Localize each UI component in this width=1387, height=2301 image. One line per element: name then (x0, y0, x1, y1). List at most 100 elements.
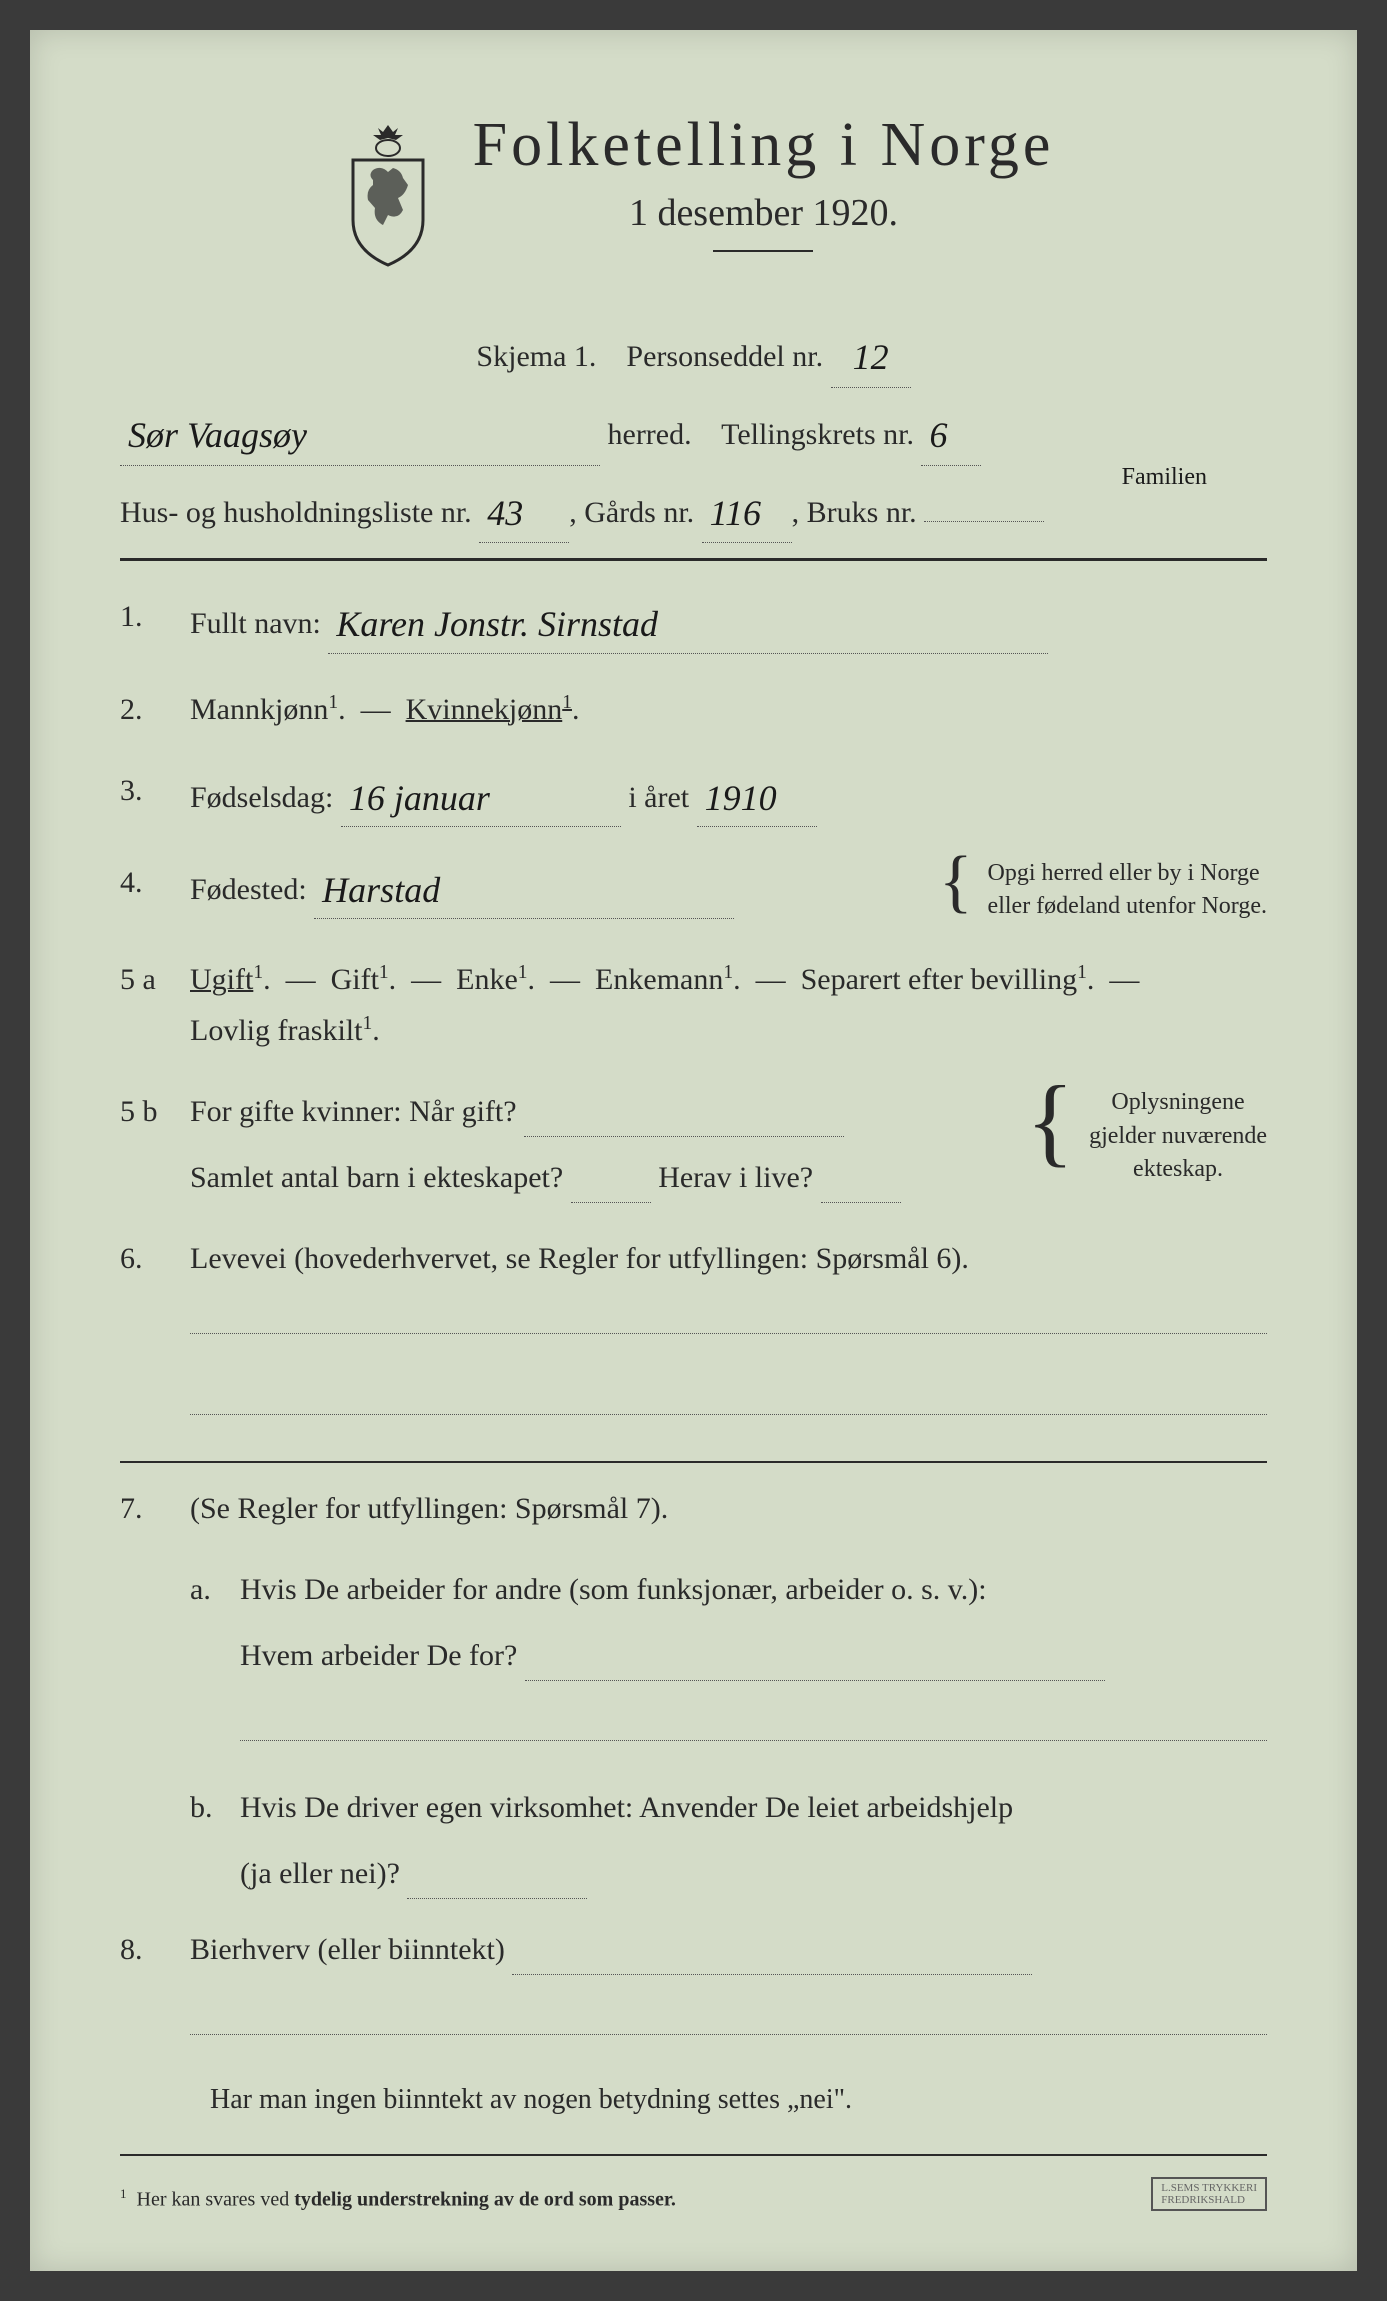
coat-of-arms (333, 120, 443, 270)
q5a-ugift: Ugift (190, 963, 253, 996)
title-block: Folketelling i Norge 1 desember 1920. (473, 110, 1055, 282)
section-divider-2 (120, 1461, 1267, 1463)
q5b-label1: For gifte kvinner: Når gift? (190, 1095, 517, 1128)
q7a-letter: a. (190, 1564, 240, 1757)
census-form-page: Folketelling i Norge 1 desember 1920. Sk… (30, 30, 1357, 2271)
q1-label: Fullt navn: (190, 607, 321, 640)
q4-note: Opgi herred eller by i Norge eller fødel… (988, 857, 1267, 924)
q3-body: Fødselsdag: 16 januar i året 1910 (190, 765, 1267, 827)
q6-label: Levevei (hovederhvervet, se Regler for u… (190, 1242, 969, 1275)
q1-num: 1. (120, 591, 190, 653)
question-4: 4. Fødested: Harstad { Opgi herred eller… (120, 857, 1267, 924)
q5b-note-3: ekteskap. (1089, 1153, 1267, 1187)
question-7a: a. Hvis De arbeider for andre (som funks… (120, 1564, 1267, 1757)
q3-num: 3. (120, 765, 190, 827)
q1-body: Fullt navn: Karen Jonstr. Sirnstad (190, 591, 1267, 653)
question-7: 7. (Se Regler for utfyllingen: Spørsmål … (120, 1483, 1267, 1534)
skjema-line: Skjema 1. Personseddel nr. 12 (120, 322, 1267, 388)
question-5a: 5 a Ugift1. — Gift1. — Enke1. — Enkemann… (120, 954, 1267, 1056)
q5a-separert: Separert efter bevilling (801, 963, 1078, 996)
q5a-enke: Enke (456, 963, 518, 996)
herred-value: Sør Vaagsøy (128, 415, 307, 455)
q5a-gift: Gift (331, 963, 379, 996)
question-7b: b. Hvis De driver egen virksomhet: Anven… (120, 1782, 1267, 1899)
q7b-line2: (ja eller nei)? (240, 1857, 400, 1890)
q4-num: 4. (120, 857, 190, 924)
q8-body: Bierhverv (eller biinntekt) Har man inge… (190, 1924, 1267, 2124)
q7-num: 7. (120, 1483, 190, 1534)
q7-body: (Se Regler for utfyllingen: Spørsmål 7). (190, 1483, 1267, 1534)
hus-value: 43 (487, 493, 523, 533)
q2-num: 2. (120, 684, 190, 735)
q8-num: 8. (120, 1924, 190, 2124)
question-5b: 5 b For gifte kvinner: Når gift? Samlet … (120, 1086, 1267, 1203)
q5a-num: 5 a (120, 954, 190, 1056)
q4-label: Fødested: (190, 873, 307, 906)
question-3: 3. Fødselsdag: 16 januar i året 1910 (120, 765, 1267, 827)
question-1: 1. Fullt navn: Karen Jonstr. Sirnstad (120, 591, 1267, 653)
q2-mann: Mannkjønn (190, 693, 328, 726)
footnote-text2: tydelig understrekning av de ord som pas… (294, 2188, 676, 2210)
tellingskrets-value: 6 (929, 415, 947, 455)
q4-value: Harstad (322, 870, 440, 910)
q2-kvinne: Kvinnekjønn (406, 693, 563, 726)
q5b-body: For gifte kvinner: Når gift? Samlet anta… (190, 1086, 1267, 1203)
q2-body: Mannkjønn1. — Kvinnekjønn1. (190, 684, 1267, 735)
bruks-annotation: Familien (1122, 456, 1207, 499)
footnote-text1: Her kan svares ved (137, 2188, 295, 2210)
hus-label: Hus- og husholdningsliste nr. (120, 496, 472, 529)
q8-note: Har man ingen biinntekt av nogen betydni… (190, 2076, 1267, 2124)
q8-blank (190, 2005, 1267, 2035)
q6-blank-1 (190, 1304, 1267, 1334)
q3-year-label: i året (628, 781, 689, 814)
q3-label: Fødselsdag: (190, 781, 333, 814)
q5a-enkemann: Enkemann (595, 963, 723, 996)
question-8: 8. Bierhverv (eller biinntekt) Har man i… (120, 1924, 1267, 2124)
q5b-label3: Herav i live? (658, 1161, 813, 1194)
printer-stamp: L.SEMS TRYKKERIFREDRIKSHALD (1151, 2177, 1267, 2211)
q7a-line2: Hvem arbeider De for? (240, 1639, 517, 1672)
footnote: 1 Her kan svares ved tydelig understrekn… (120, 2186, 1267, 2212)
personseddel-value: 12 (853, 337, 889, 377)
crest-icon (333, 120, 443, 270)
herred-label: herred. (608, 418, 692, 451)
q4-note-1: Opgi herred eller by i Norge (988, 857, 1267, 891)
gards-label: Gårds nr. (584, 496, 694, 529)
subtitle: 1 desember 1920. (473, 191, 1055, 235)
q7b-body: Hvis De driver egen virksomhet: Anvender… (240, 1782, 1267, 1899)
tellingskrets-label: Tellingskrets nr. (721, 418, 914, 451)
q5b-label2: Samlet antal barn i ekteskapet? (190, 1161, 563, 1194)
q3-day: 16 januar (349, 778, 490, 818)
q4-note-2: eller fødeland utenfor Norge. (988, 890, 1267, 924)
header: Folketelling i Norge 1 desember 1920. (120, 110, 1267, 282)
main-title: Folketelling i Norge (473, 110, 1055, 181)
q6-blank-2 (190, 1385, 1267, 1415)
q1-value: Karen Jonstr. Sirnstad (336, 604, 658, 644)
section-divider-1 (120, 558, 1267, 561)
q5b-note-2: gjelder nuværende (1089, 1120, 1267, 1154)
bruks-label: Bruks nr. (807, 496, 917, 529)
q4-body: Fødested: Harstad { Opgi herred eller by… (190, 857, 1267, 924)
section-divider-3 (120, 2154, 1267, 2156)
title-divider (713, 250, 813, 252)
q7a-blank (240, 1711, 1267, 1741)
q5a-fraskilt: Lovlig fraskilt (190, 1014, 362, 1047)
question-2: 2. Mannkjønn1. — Kvinnekjønn1. (120, 684, 1267, 735)
q3-year: 1910 (705, 778, 777, 818)
hus-line: Hus- og husholdningsliste nr. 43, Gårds … (120, 478, 1267, 544)
gards-value: 116 (710, 493, 761, 533)
q5a-body: Ugift1. — Gift1. — Enke1. — Enkemann1. —… (190, 954, 1267, 1056)
q7b-line1: Hvis De driver egen virksomhet: Anvender… (240, 1782, 1267, 1833)
question-6: 6. Levevei (hovederhvervet, se Regler fo… (120, 1233, 1267, 1431)
q7b-letter: b. (190, 1782, 240, 1899)
brace-icon: { (939, 857, 973, 906)
footnote-marker: 1 (120, 2186, 127, 2201)
q5b-num: 5 b (120, 1086, 190, 1203)
q5b-note-1: Oplysningene (1089, 1086, 1267, 1120)
skjema-label: Skjema 1. (476, 340, 596, 373)
herred-line: Sør Vaagsøy herred. Tellingskrets nr. 6 (120, 400, 1267, 466)
q8-label: Bierhverv (eller biinntekt) (190, 1933, 505, 1966)
personseddel-label: Personseddel nr. (626, 340, 823, 373)
q5b-note: Oplysningene gjelder nuværende ekteskap. (1089, 1086, 1267, 1187)
brace-icon: { (1026, 1086, 1074, 1156)
